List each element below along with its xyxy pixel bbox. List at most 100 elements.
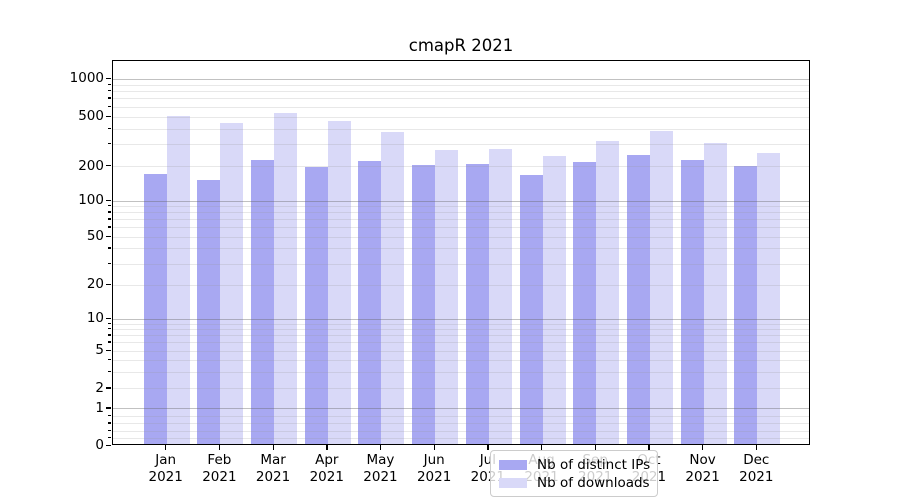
- y-tick-mark-0.2: [108, 437, 111, 439]
- gridline-50: [113, 236, 809, 238]
- y-tick-mark-30: [108, 262, 111, 264]
- gridline-9: [113, 323, 809, 325]
- y-tick-mark-8: [108, 328, 111, 330]
- y-tick-mark-1: [106, 407, 111, 409]
- bar-downloads-feb: [220, 123, 244, 444]
- y-tick-mark-10: [106, 317, 111, 320]
- x-tick-mark-oct: [648, 445, 650, 450]
- y-tick-label-1000: 1000: [69, 70, 104, 87]
- y-tick-mark-60: [108, 226, 111, 228]
- gridline-7: [113, 335, 809, 337]
- y-tick-mark-3: [108, 370, 111, 373]
- bar-distinct-ips-feb: [197, 180, 221, 444]
- gridline-5: [113, 350, 809, 352]
- y-tick-label-5: 5: [95, 342, 104, 359]
- y-tick-mark-9: [108, 322, 111, 324]
- y-tick-mark-800: [108, 89, 111, 92]
- y-tick-mark-5: [106, 349, 111, 352]
- gridline-200: [113, 166, 809, 168]
- bar-distinct-ips-nov: [680, 159, 704, 444]
- y-tick-mark-400: [108, 127, 111, 129]
- y-tick-label-500: 500: [78, 108, 104, 125]
- gridline-0.6: [113, 423, 809, 425]
- bar-distinct-ips-jun: [412, 165, 436, 444]
- gridline-60: [113, 227, 809, 229]
- x-tick-mark-feb: [218, 445, 221, 450]
- y-tick-label-20: 20: [86, 276, 104, 293]
- bar-downloads-jun: [435, 149, 459, 444]
- bar-downloads-may: [381, 132, 405, 444]
- gridline-900: [113, 84, 809, 86]
- bar-downloads-jul: [488, 148, 512, 444]
- bar-downloads-sep: [596, 140, 620, 444]
- y-tick-label-10: 10: [86, 310, 104, 327]
- x-tick-label-dec: Dec 2021: [739, 452, 774, 485]
- bar-distinct-ips-sep: [573, 161, 597, 444]
- x-tick-mark-nov: [702, 445, 704, 450]
- bar-distinct-ips-jan: [143, 174, 167, 444]
- gridline-700: [113, 98, 809, 100]
- legend-swatch-downloads: [499, 478, 527, 488]
- gridline-1: [113, 408, 809, 410]
- y-tick-mark-20: [106, 283, 111, 286]
- bar-downloads-dec: [757, 153, 781, 444]
- x-tick-mark-may: [379, 445, 382, 450]
- gridline-6: [113, 342, 809, 344]
- gridline-4: [113, 360, 809, 362]
- gridline-500: [113, 116, 809, 118]
- y-tick-mark-90: [108, 205, 111, 207]
- chart-title: cmapR 2021: [408, 36, 514, 55]
- y-tick-mark-7: [108, 334, 111, 336]
- bar-distinct-ips-mar: [251, 159, 275, 444]
- bar-downloads-mar: [274, 112, 298, 444]
- legend-row-distinct-ips: Nb of distinct IPs: [499, 456, 651, 474]
- legend-swatch-distinct-ips: [499, 460, 527, 470]
- grid-layer: [113, 61, 809, 444]
- y-tick-mark-900: [108, 83, 111, 85]
- legend: Nb of distinct IPs Nb of downloads: [490, 450, 658, 497]
- x-tick-mark-dec: [755, 445, 758, 450]
- legend-label-distinct-ips: Nb of distinct IPs: [537, 457, 651, 473]
- x-tick-mark-jan: [165, 445, 167, 450]
- x-tick-mark-aug: [541, 445, 543, 450]
- gridline-400: [113, 128, 809, 130]
- y-tick-label-0: 0: [95, 437, 104, 453]
- bar-distinct-ips-apr: [304, 167, 328, 444]
- bar-downloads-jan: [166, 116, 190, 444]
- gridline-8: [113, 329, 809, 331]
- gridline-90: [113, 206, 809, 208]
- gridline-70: [113, 219, 809, 221]
- y-tick-mark-0.4: [108, 429, 111, 431]
- gridline-0.2: [113, 438, 809, 440]
- y-tick-mark-0: [106, 444, 111, 446]
- y-tick-mark-80: [108, 211, 111, 213]
- bar-distinct-ips-jul: [465, 164, 489, 444]
- y-tick-mark-4: [108, 359, 111, 361]
- gridline-600: [113, 106, 809, 108]
- gridline-1000: [113, 78, 809, 80]
- y-tick-mark-600: [108, 105, 111, 107]
- bar-downloads-oct: [649, 131, 673, 444]
- x-tick-label-feb: Feb 2021: [202, 452, 237, 485]
- plot-area: Nb of distinct IPs Nb of downloads: [112, 60, 810, 497]
- y-tick-mark-70: [108, 218, 111, 220]
- x-tick-label-may: May 2021: [363, 452, 398, 485]
- y-tick-label-2: 2: [95, 379, 104, 396]
- bar-distinct-ips-oct: [626, 154, 650, 444]
- y-tick-label-200: 200: [78, 157, 104, 174]
- bar-distinct-ips-aug: [519, 174, 543, 444]
- y-tick-mark-6: [108, 341, 111, 343]
- x-tick-label-nov: Nov 2021: [685, 452, 720, 485]
- x-tick-label-mar: Mar 2021: [255, 452, 291, 485]
- gridline-800: [113, 90, 809, 92]
- y-tick-label-100: 100: [78, 192, 104, 209]
- x-tick-mark-jun: [433, 445, 435, 450]
- y-tick-mark-300: [108, 143, 111, 145]
- y-tick-mark-2: [106, 387, 111, 389]
- x-tick-label-jan: Jan 2021: [148, 452, 183, 485]
- x-tick-label-jun: Jun 2021: [416, 452, 452, 485]
- bar-downloads-nov: [703, 143, 727, 444]
- gridline-0.8: [113, 415, 809, 417]
- gridline-300: [113, 144, 809, 146]
- x-tick-mark-sep: [594, 445, 597, 450]
